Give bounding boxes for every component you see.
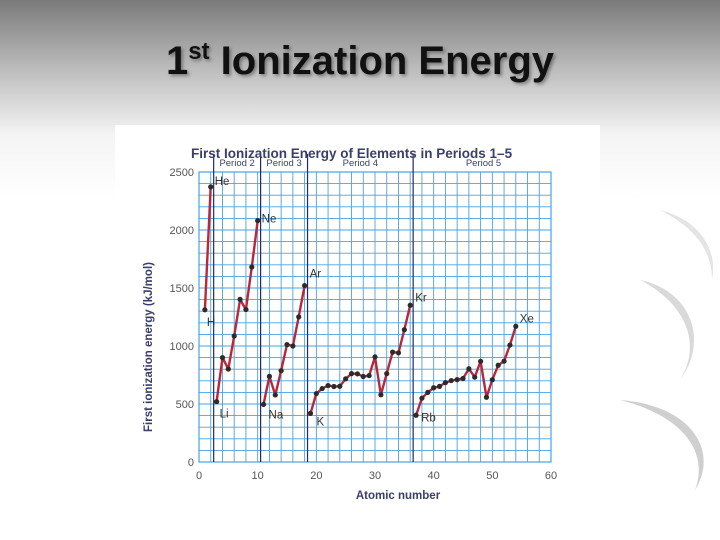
data-point bbox=[319, 385, 325, 392]
y-tick-label: 1500 bbox=[170, 283, 194, 295]
period-dividers bbox=[213, 154, 414, 462]
slide-title-main: Ionization Energy bbox=[220, 39, 555, 83]
data-point bbox=[454, 377, 460, 383]
data-point bbox=[489, 377, 495, 383]
x-tick-label: 0 bbox=[196, 470, 202, 482]
data-point bbox=[313, 390, 319, 397]
data-point bbox=[436, 383, 443, 389]
data-point bbox=[483, 394, 490, 400]
data-point bbox=[243, 306, 249, 313]
series-line bbox=[414, 325, 517, 416]
data-point bbox=[337, 383, 343, 389]
data-point bbox=[296, 314, 302, 320]
element-label: H bbox=[207, 317, 215, 329]
element-label: Rb bbox=[421, 412, 436, 424]
ionization-chart: First Ionization Energy of Elements in P… bbox=[143, 146, 557, 502]
data-point bbox=[208, 184, 214, 190]
data-point bbox=[419, 395, 425, 401]
data-point bbox=[448, 377, 454, 384]
data-point bbox=[390, 349, 396, 355]
y-tick-label: 500 bbox=[176, 399, 194, 411]
data-point bbox=[442, 380, 448, 386]
data-point bbox=[460, 375, 466, 382]
element-label: Ar bbox=[310, 269, 322, 281]
data-point bbox=[395, 350, 402, 356]
data-point bbox=[413, 412, 419, 418]
data-point bbox=[372, 354, 378, 360]
element-label: Li bbox=[220, 409, 229, 421]
data-point bbox=[513, 323, 519, 329]
x-tick-label: 10 bbox=[252, 470, 264, 482]
data-point bbox=[384, 371, 390, 377]
data-point bbox=[284, 342, 290, 348]
chart-figure: First Ionization Energy of Elements in P… bbox=[115, 125, 600, 503]
y-axis-label: First ionization energy (kJ/mol) bbox=[143, 262, 155, 432]
x-tick-label: 50 bbox=[486, 470, 498, 482]
data-point bbox=[278, 368, 284, 374]
data-point bbox=[425, 389, 431, 395]
series-line bbox=[262, 285, 306, 405]
data-point bbox=[478, 358, 484, 364]
period-label: Period 3 bbox=[266, 158, 301, 169]
chart-title: First Ionization Energy of Elements in P… bbox=[191, 146, 513, 161]
element-label: Na bbox=[269, 409, 284, 421]
data-point bbox=[255, 218, 261, 224]
y-tick-label: 2500 bbox=[170, 167, 194, 179]
data-point bbox=[307, 410, 314, 416]
element-label: K bbox=[316, 416, 324, 428]
slide-title-number: 1 bbox=[165, 39, 189, 83]
data-point bbox=[407, 302, 413, 308]
series-line bbox=[203, 186, 212, 310]
grid bbox=[198, 171, 552, 463]
data-point bbox=[343, 376, 349, 382]
element-label: Xe bbox=[520, 313, 534, 325]
data-point bbox=[378, 392, 384, 398]
period-label: Period 5 bbox=[466, 158, 501, 169]
data-point bbox=[331, 383, 337, 390]
element-label: Ne bbox=[262, 214, 277, 226]
decorative-swoosh bbox=[620, 210, 714, 490]
data-point bbox=[237, 296, 243, 302]
slide-title-suffix: st bbox=[188, 38, 210, 65]
y-tick-label: 0 bbox=[188, 457, 194, 469]
period-label: Period 4 bbox=[343, 158, 378, 169]
data-point bbox=[260, 401, 267, 408]
data-point bbox=[507, 342, 513, 348]
x-tick-label: 40 bbox=[428, 470, 440, 482]
text-labels: First Ionization Energy of Elements in P… bbox=[143, 146, 557, 502]
data-point bbox=[302, 282, 308, 289]
x-axis-label: Atomic number bbox=[356, 490, 441, 502]
data-point bbox=[348, 371, 355, 377]
data-point bbox=[495, 362, 501, 368]
data-point bbox=[266, 373, 272, 379]
data-point bbox=[202, 307, 208, 313]
x-tick-label: 60 bbox=[545, 470, 557, 482]
data-point bbox=[501, 358, 507, 364]
data-point bbox=[366, 372, 372, 379]
data-point bbox=[431, 385, 437, 391]
data-point bbox=[219, 355, 226, 361]
data-point bbox=[360, 373, 366, 380]
data-point bbox=[290, 343, 296, 349]
slide-title: 1st Ionization Energy bbox=[0, 38, 720, 84]
period-label: Period 2 bbox=[219, 158, 254, 169]
x-tick-label: 20 bbox=[310, 470, 322, 482]
element-label: He bbox=[215, 176, 230, 188]
data-point bbox=[466, 366, 472, 372]
data-point bbox=[249, 264, 255, 270]
y-tick-label: 2000 bbox=[170, 225, 194, 237]
data-point bbox=[401, 327, 407, 333]
x-tick-label: 30 bbox=[369, 470, 381, 482]
data-points bbox=[202, 184, 519, 418]
y-tick-label: 1000 bbox=[170, 341, 194, 353]
data-point bbox=[272, 392, 278, 398]
data-point bbox=[354, 371, 360, 377]
data-point bbox=[472, 374, 478, 380]
data-point bbox=[214, 399, 220, 405]
data-point bbox=[225, 366, 231, 372]
data-point bbox=[325, 382, 331, 389]
element-label: Kr bbox=[415, 292, 427, 304]
data-point bbox=[231, 333, 237, 339]
series-line bbox=[309, 305, 412, 414]
